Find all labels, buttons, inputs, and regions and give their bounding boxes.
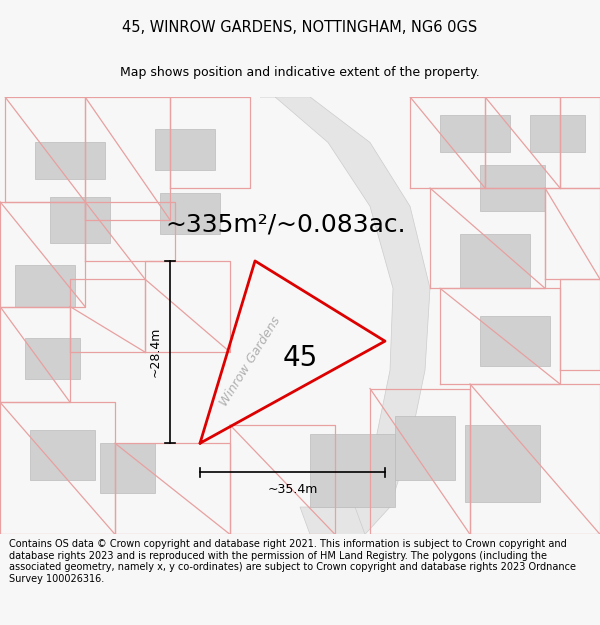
Polygon shape bbox=[25, 338, 80, 379]
Polygon shape bbox=[480, 316, 550, 366]
Polygon shape bbox=[35, 142, 105, 179]
Polygon shape bbox=[460, 234, 530, 288]
Polygon shape bbox=[440, 115, 510, 151]
Polygon shape bbox=[310, 434, 395, 507]
Polygon shape bbox=[160, 192, 220, 234]
Text: Contains OS data © Crown copyright and database right 2021. This information is : Contains OS data © Crown copyright and d… bbox=[9, 539, 576, 584]
Text: Map shows position and indicative extent of the property.: Map shows position and indicative extent… bbox=[120, 66, 480, 79]
Text: Winrow Gardens: Winrow Gardens bbox=[218, 314, 284, 408]
Polygon shape bbox=[480, 165, 545, 211]
Polygon shape bbox=[100, 443, 155, 493]
Text: ~335m²/~0.083ac.: ~335m²/~0.083ac. bbox=[165, 213, 406, 236]
Text: 45, WINROW GARDENS, NOTTINGHAM, NG6 0GS: 45, WINROW GARDENS, NOTTINGHAM, NG6 0GS bbox=[122, 19, 478, 34]
Text: 45: 45 bbox=[283, 344, 317, 371]
Polygon shape bbox=[395, 416, 455, 480]
Text: ~35.4m: ~35.4m bbox=[268, 483, 317, 496]
Polygon shape bbox=[155, 129, 215, 170]
Polygon shape bbox=[530, 115, 585, 151]
Text: ~28.4m: ~28.4m bbox=[149, 327, 162, 378]
Polygon shape bbox=[260, 97, 430, 534]
Polygon shape bbox=[465, 425, 540, 503]
Polygon shape bbox=[15, 266, 75, 306]
Polygon shape bbox=[30, 429, 95, 480]
Polygon shape bbox=[300, 507, 365, 534]
Polygon shape bbox=[50, 197, 110, 242]
